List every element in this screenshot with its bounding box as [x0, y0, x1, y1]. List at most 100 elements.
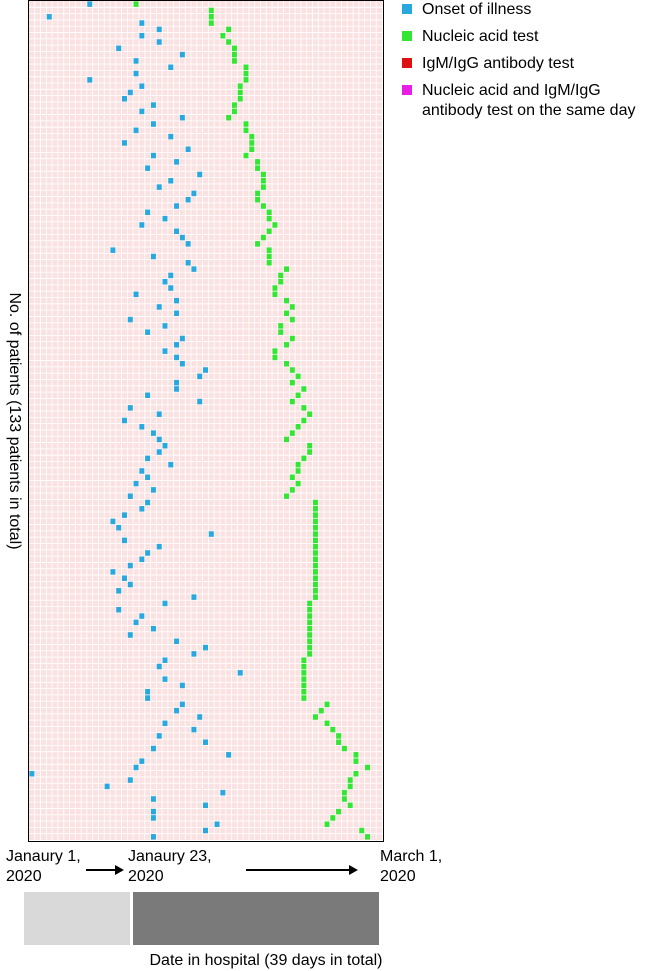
nucleic-test-cell: [312, 588, 318, 594]
nucleic-test-cell: [249, 146, 255, 152]
nucleic-test-cell: [272, 222, 278, 228]
nucleic-test-cell: [208, 20, 214, 26]
nucleic-test-cell: [289, 304, 295, 310]
hospital-period-bar: [133, 892, 379, 945]
onset-cell: [162, 323, 168, 329]
nucleic-test-cell: [289, 335, 295, 342]
onset-cell: [139, 424, 145, 430]
nucleic-test-cell: [266, 228, 272, 235]
onset-cell: [87, 77, 93, 83]
nucleic-test-cell: [278, 278, 284, 285]
x-axis-title: Date in hospital (39 days in total): [149, 952, 383, 969]
nucleic-test-cell: [289, 398, 295, 405]
onset-cell: [116, 524, 122, 531]
legend-label-nucleic: Nucleic acid test: [422, 28, 539, 45]
onset-cell: [174, 379, 180, 386]
nucleic-test-cell: [301, 657, 307, 663]
onset-cell: [197, 398, 203, 405]
onset-cell: [133, 619, 139, 626]
onset-cell: [110, 569, 116, 575]
nucleic-test-cell: [312, 506, 318, 512]
nucleic-test-cell: [284, 297, 290, 304]
nucleic-test-cell: [330, 726, 336, 733]
onset-cell: [174, 342, 180, 348]
y-axis-title: No. of patients (133 patients in total): [6, 292, 23, 550]
onset-cell: [156, 543, 162, 550]
onset-cell: [46, 14, 52, 20]
onset-cell: [162, 720, 168, 727]
nucleic-test-cell: [278, 272, 284, 279]
nucleic-test-cell: [301, 695, 307, 701]
nucleic-test-cell: [353, 752, 359, 758]
onset-cell: [156, 304, 162, 310]
nucleic-test-cell: [307, 449, 313, 455]
nucleic-test-cell: [255, 241, 261, 247]
onset-cell: [145, 392, 151, 399]
onset-cell: [150, 253, 156, 260]
nucleic-test-cell: [353, 771, 359, 777]
onset-cell: [116, 606, 122, 613]
onset-cell: [203, 644, 208, 651]
nucleic-test-cell: [307, 632, 313, 638]
nucleic-test-cell: [347, 783, 353, 790]
nucleic-test-cell: [243, 70, 249, 77]
nucleic-test-cell: [301, 386, 307, 392]
onset-cell: [150, 815, 156, 821]
onset-cell: [179, 360, 185, 367]
nucleic-test-cell: [266, 247, 272, 253]
onset-cell: [150, 796, 156, 802]
nucleic-test-cell: [312, 543, 318, 550]
onset-cell: [168, 272, 174, 279]
nucleic-test-cell: [284, 436, 290, 443]
nucleic-test-cell: [278, 329, 284, 335]
onset-cell: [179, 234, 185, 241]
heatmap-frame: [28, 0, 384, 842]
onset-cell: [197, 714, 203, 720]
nucleic-test-cell: [133, 1, 139, 7]
onset-cell: [203, 827, 208, 834]
onset-cell: [121, 537, 127, 544]
legend-swatch-nucleic: [402, 31, 412, 41]
nucleic-test-cell: [272, 348, 278, 354]
onset-cell: [220, 789, 226, 796]
nucleic-test-cell: [312, 512, 318, 518]
onset-cell: [145, 209, 151, 216]
nucleic-test-cell: [243, 64, 249, 70]
nucleic-test-cell: [208, 14, 214, 20]
nucleic-test-cell: [284, 266, 290, 272]
nucleic-test-cell: [295, 468, 301, 474]
onset-cell: [185, 196, 191, 203]
onset-cell: [185, 241, 191, 247]
nucleic-test-cell: [312, 556, 318, 563]
nucleic-test-cell: [312, 714, 318, 720]
nucleic-test-cell: [318, 707, 324, 714]
onset-cell: [162, 442, 168, 449]
nucleic-test-cell: [365, 834, 371, 840]
nucleic-test-cell: [272, 291, 278, 298]
onset-cell: [191, 190, 197, 197]
onset-cell: [145, 689, 151, 695]
onset-cell: [162, 348, 168, 354]
onset-cell: [150, 808, 156, 815]
nucleic-test-cell: [284, 310, 290, 317]
legend-label-both: Nucleic acid and IgM/IgG antibody test o…: [422, 82, 636, 119]
onset-cell: [121, 140, 127, 146]
legend-item-antibody: IgM/IgG antibody test: [400, 54, 660, 74]
onset-cell: [133, 764, 139, 771]
heatmap-svg: [29, 1, 382, 840]
nucleic-test-cell: [237, 83, 243, 89]
onset-cell: [150, 102, 156, 108]
nucleic-test-cell: [243, 121, 249, 127]
onset-cell: [174, 386, 180, 392]
onset-cell: [203, 802, 208, 809]
onset-cell: [121, 96, 127, 102]
nucleic-test-cell: [278, 323, 284, 329]
x-tick-label-hospital-start: Janaury 23, 2020: [128, 848, 212, 885]
onset-cell: [174, 354, 180, 361]
onset-cell: [174, 228, 180, 235]
nucleic-test-cell: [260, 184, 266, 190]
nucleic-test-cell: [243, 77, 249, 83]
onset-cell: [133, 70, 139, 77]
nucleic-test-cell: [255, 165, 261, 171]
onset-cell: [127, 777, 133, 783]
